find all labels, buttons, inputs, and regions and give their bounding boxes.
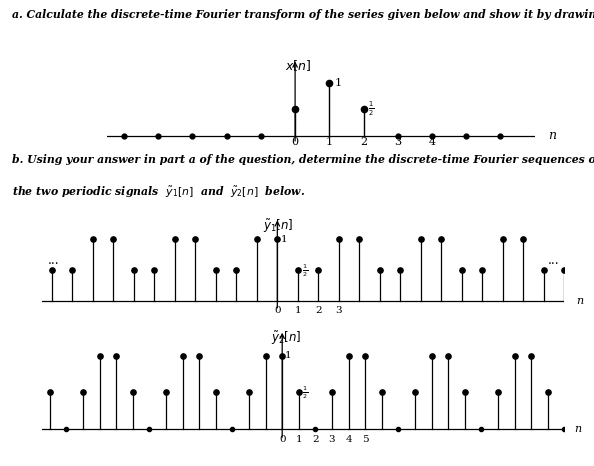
Text: $\frac{1}{2}$: $\frac{1}{2}$ xyxy=(368,100,374,118)
Text: 0: 0 xyxy=(279,435,286,444)
Text: 2: 2 xyxy=(360,137,367,147)
Text: 1: 1 xyxy=(295,435,302,444)
Text: $\frac{1}{2}$: $\frac{1}{2}$ xyxy=(302,262,308,279)
Text: 3: 3 xyxy=(328,435,335,444)
Text: $x[n]$: $x[n]$ xyxy=(285,59,311,74)
Text: 2: 2 xyxy=(312,435,319,444)
Text: 0: 0 xyxy=(274,306,280,315)
Text: 1: 1 xyxy=(285,351,292,360)
Text: 0: 0 xyxy=(292,137,299,147)
Text: n: n xyxy=(577,296,584,306)
Text: 3: 3 xyxy=(394,137,402,147)
Text: ...: ... xyxy=(548,254,560,267)
Text: 4: 4 xyxy=(428,137,435,147)
Text: 1: 1 xyxy=(295,306,301,315)
Text: 1: 1 xyxy=(334,77,342,88)
Text: 1: 1 xyxy=(326,137,333,147)
Text: 1: 1 xyxy=(281,235,287,244)
Text: 5: 5 xyxy=(362,435,368,444)
Text: the two periodic signals  $\tilde{y}_1[n]$  and  $\tilde{y}_2[n]$  below.: the two periodic signals $\tilde{y}_1[n]… xyxy=(12,185,305,199)
Text: n: n xyxy=(574,424,582,434)
Text: $\tilde{y}_2[n]$: $\tilde{y}_2[n]$ xyxy=(271,330,301,347)
Text: $\tilde{y}_1[n]$: $\tilde{y}_1[n]$ xyxy=(263,218,293,235)
Text: ...: ... xyxy=(48,254,59,267)
Text: 3: 3 xyxy=(336,306,342,315)
Text: a. Calculate the discrete-time Fourier transform of the series given below and s: a. Calculate the discrete-time Fourier t… xyxy=(12,9,594,21)
Text: 2: 2 xyxy=(315,306,321,315)
Text: $\frac{1}{2}$: $\frac{1}{2}$ xyxy=(302,384,308,401)
Text: b. Using your answer in part a of the question, determine the discrete-time Four: b. Using your answer in part a of the qu… xyxy=(12,154,594,165)
Text: n: n xyxy=(548,129,557,142)
Text: 4: 4 xyxy=(345,435,352,444)
